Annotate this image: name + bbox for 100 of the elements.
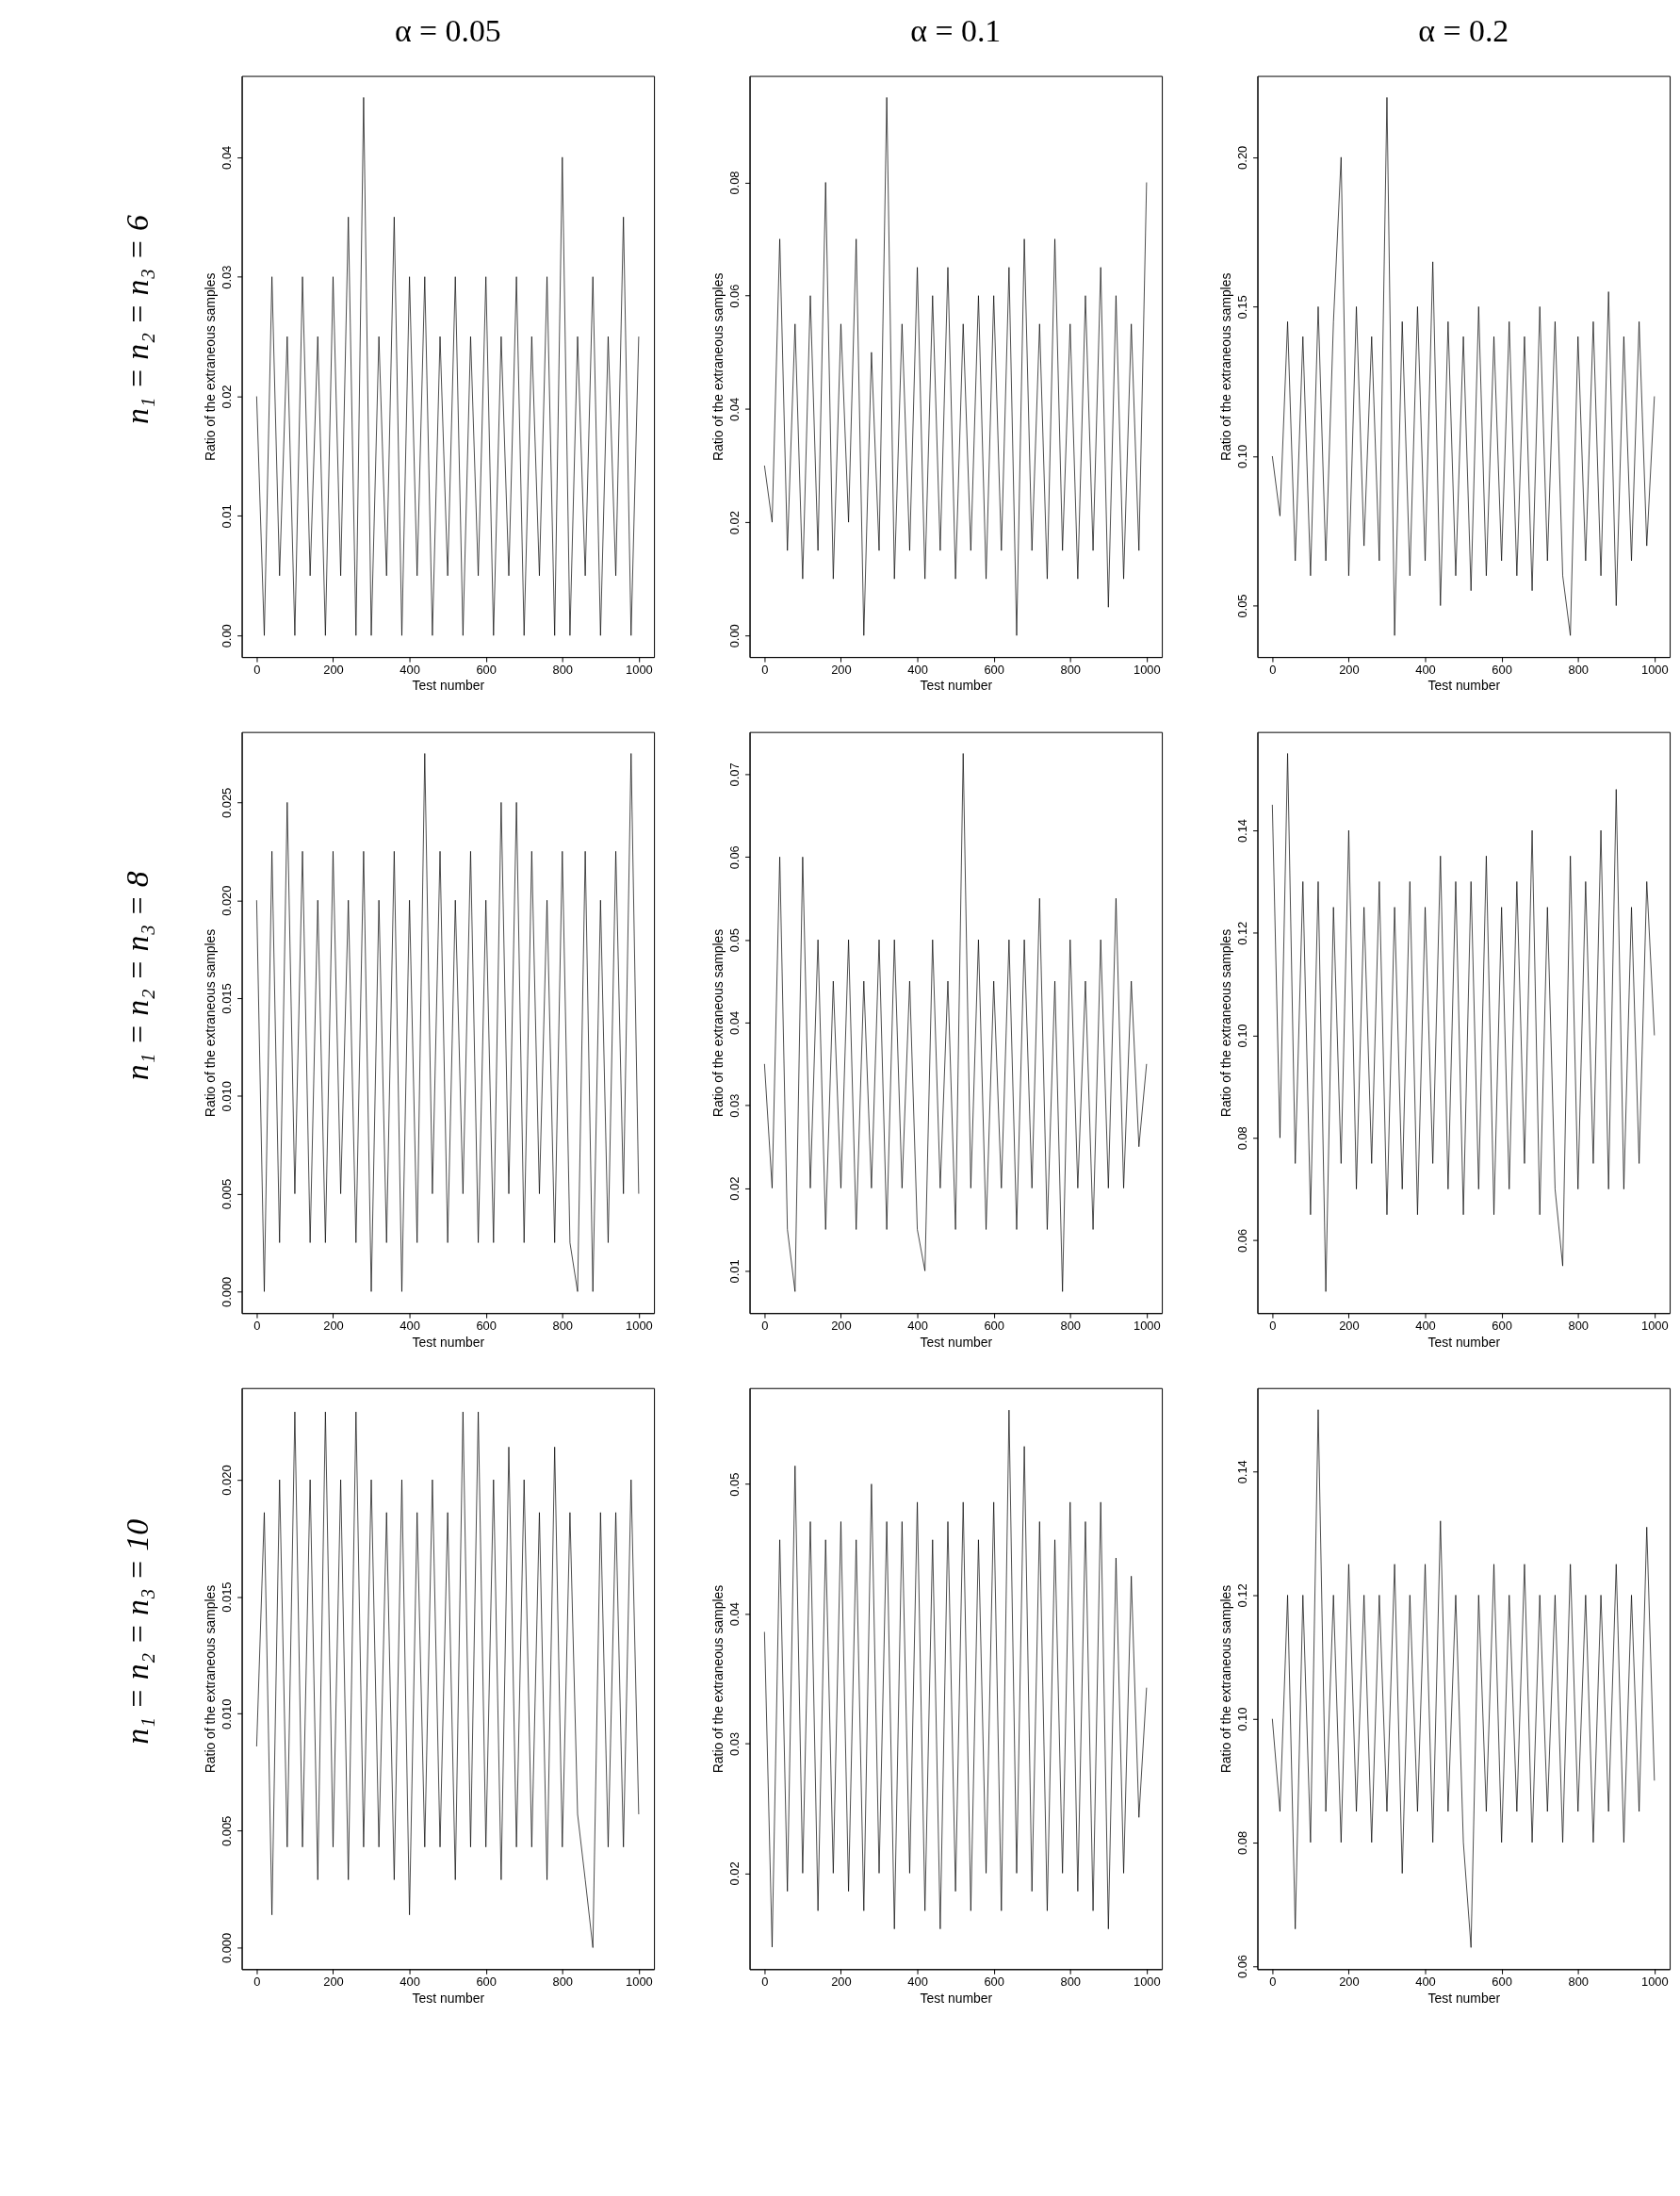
line-series — [1271, 97, 1656, 636]
text: n₁ = n₂ = n₃ = 6 — [120, 215, 155, 425]
x-tick-label: 200 — [831, 1318, 852, 1333]
x-tick-label: 600 — [476, 662, 497, 677]
y-tick-label: 0.14 — [1235, 818, 1250, 844]
y-tick-label: 0.06 — [727, 845, 742, 870]
x-tick-label: 0 — [761, 1318, 769, 1333]
x-tick-label: 800 — [1568, 1318, 1590, 1333]
x-axis-title: Test number — [412, 1334, 485, 1350]
x-tick-label: 400 — [400, 1318, 420, 1333]
x-tick-label: 0 — [253, 1318, 261, 1333]
x-tick-label: 200 — [323, 1318, 344, 1333]
line-series — [764, 97, 1148, 636]
x-axis-title: Test number — [920, 1334, 993, 1350]
y-tick-label: 0.06 — [727, 284, 742, 308]
y-tick-label: 0.01 — [727, 1259, 742, 1284]
y-tick-label: 0.005 — [220, 1178, 235, 1210]
y-tick-label: 0.02 — [727, 511, 742, 535]
y-axis-title: Ratio of the extraneous samples — [710, 928, 726, 1118]
y-tick-label: 0.05 — [727, 928, 742, 953]
line-series — [1271, 1409, 1656, 1948]
x-tick-label: 400 — [400, 1974, 420, 1989]
y-tick-label: 0.01 — [220, 504, 235, 529]
y-tick-label: 0.20 — [1235, 145, 1250, 170]
y-tick-label: 0.020 — [220, 1465, 235, 1496]
x-tick-label: 800 — [1060, 1318, 1082, 1333]
x-tick-label: 400 — [907, 1318, 928, 1333]
line-series — [256, 97, 640, 636]
line-series — [1271, 753, 1656, 1292]
y-tick-label: 0.10 — [1235, 444, 1250, 469]
x-tick-label: 400 — [1415, 1974, 1436, 1989]
x-tick-label: 600 — [984, 1974, 1004, 1989]
y-tick-label: 0.02 — [727, 1176, 742, 1201]
x-tick-label: 200 — [831, 1974, 852, 1989]
x-axis-title: Test number — [412, 1990, 485, 2006]
x-tick-label: 600 — [984, 1318, 1004, 1333]
line-series — [764, 753, 1148, 1292]
x-tick-label: 400 — [1415, 662, 1436, 677]
x-axis-title: Test number — [1427, 1990, 1501, 2006]
x-tick-label: 1000 — [1640, 1318, 1669, 1333]
y-tick-label: 0.10 — [1235, 1024, 1250, 1048]
y-tick-label: 0.03 — [220, 265, 235, 289]
y-tick-label: 0.005 — [220, 1815, 235, 1847]
y-tick-label: 0.10 — [1235, 1707, 1250, 1731]
x-tick-label: 400 — [400, 662, 420, 677]
x-tick-label: 0 — [253, 662, 261, 677]
y-axis-title: Ratio of the extraneous samples — [203, 272, 219, 462]
x-tick-label: 800 — [1568, 1974, 1590, 1989]
x-axis-title: Test number — [1427, 1334, 1501, 1350]
y-tick-label: 0.025 — [220, 787, 235, 819]
y-tick-label: 0.010 — [220, 1081, 235, 1112]
x-tick-label: 1000 — [1134, 1318, 1161, 1333]
y-axis-title: Ratio of the extraneous samples — [1218, 1584, 1234, 1774]
x-tick-label: 800 — [1060, 1974, 1082, 1989]
y-tick-label: 0.07 — [727, 762, 742, 787]
y-tick-label: 0.02 — [727, 1861, 742, 1886]
text: n₁ = n₂ = n₃ = 8 — [120, 871, 155, 1081]
x-tick-label: 400 — [1415, 1318, 1436, 1333]
y-tick-label: 0.05 — [1235, 594, 1250, 618]
y-tick-label: 0.000 — [220, 1932, 235, 1964]
chart-title: α = 0.05 — [394, 12, 501, 48]
x-tick-label: 0 — [253, 1974, 261, 1989]
y-axis-title: Ratio of the extraneous samples — [203, 1584, 219, 1774]
y-axis-title: Ratio of the extraneous samples — [1218, 272, 1234, 462]
x-tick-label: 800 — [552, 662, 574, 677]
y-tick-label: 0.04 — [727, 1010, 742, 1035]
x-tick-label: 600 — [1492, 1974, 1512, 1989]
y-tick-label: 0.000 — [220, 1276, 235, 1308]
y-tick-label: 0.08 — [727, 171, 742, 195]
y-tick-label: 0.04 — [727, 397, 742, 421]
y-axis-title: Ratio of the extraneous samples — [203, 928, 219, 1118]
y-tick-label: 0.08 — [1235, 1126, 1250, 1151]
x-tick-label: 600 — [1492, 662, 1512, 677]
x-tick-label: 200 — [323, 662, 344, 677]
y-axis-title: Ratio of the extraneous samples — [710, 1584, 726, 1774]
x-tick-label: 400 — [907, 1974, 928, 1989]
y-tick-label: 0.15 — [1235, 295, 1250, 320]
x-tick-label: 200 — [1339, 1974, 1360, 1989]
y-tick-label: 0.12 — [1235, 1583, 1250, 1608]
line-series — [256, 753, 640, 1292]
x-tick-label: 1000 — [1640, 662, 1669, 677]
x-axis-title: Test number — [1427, 678, 1501, 694]
y-tick-label: 0.015 — [220, 1581, 235, 1613]
y-tick-label: 0.12 — [1235, 921, 1250, 945]
x-tick-label: 0 — [1269, 1974, 1277, 1989]
x-axis-title: Test number — [920, 1990, 993, 2006]
text: n₁ = n₂ = n₃ = 10 — [120, 1518, 155, 1745]
y-tick-label: 0.00 — [727, 624, 742, 648]
x-axis-title: Test number — [920, 678, 993, 694]
y-tick-label: 0.03 — [727, 1093, 742, 1118]
x-tick-label: 200 — [323, 1974, 344, 1989]
x-tick-label: 400 — [907, 662, 928, 677]
y-tick-label: 0.08 — [1235, 1830, 1250, 1855]
x-axis-title: Test number — [412, 678, 485, 694]
y-tick-label: 0.06 — [1235, 1954, 1250, 1979]
x-tick-label: 1000 — [626, 1974, 653, 1989]
x-tick-label: 600 — [476, 1318, 497, 1333]
y-tick-label: 0.03 — [727, 1731, 742, 1756]
chart-title: α = 0.2 — [1418, 12, 1509, 48]
x-tick-label: 1000 — [626, 1318, 653, 1333]
